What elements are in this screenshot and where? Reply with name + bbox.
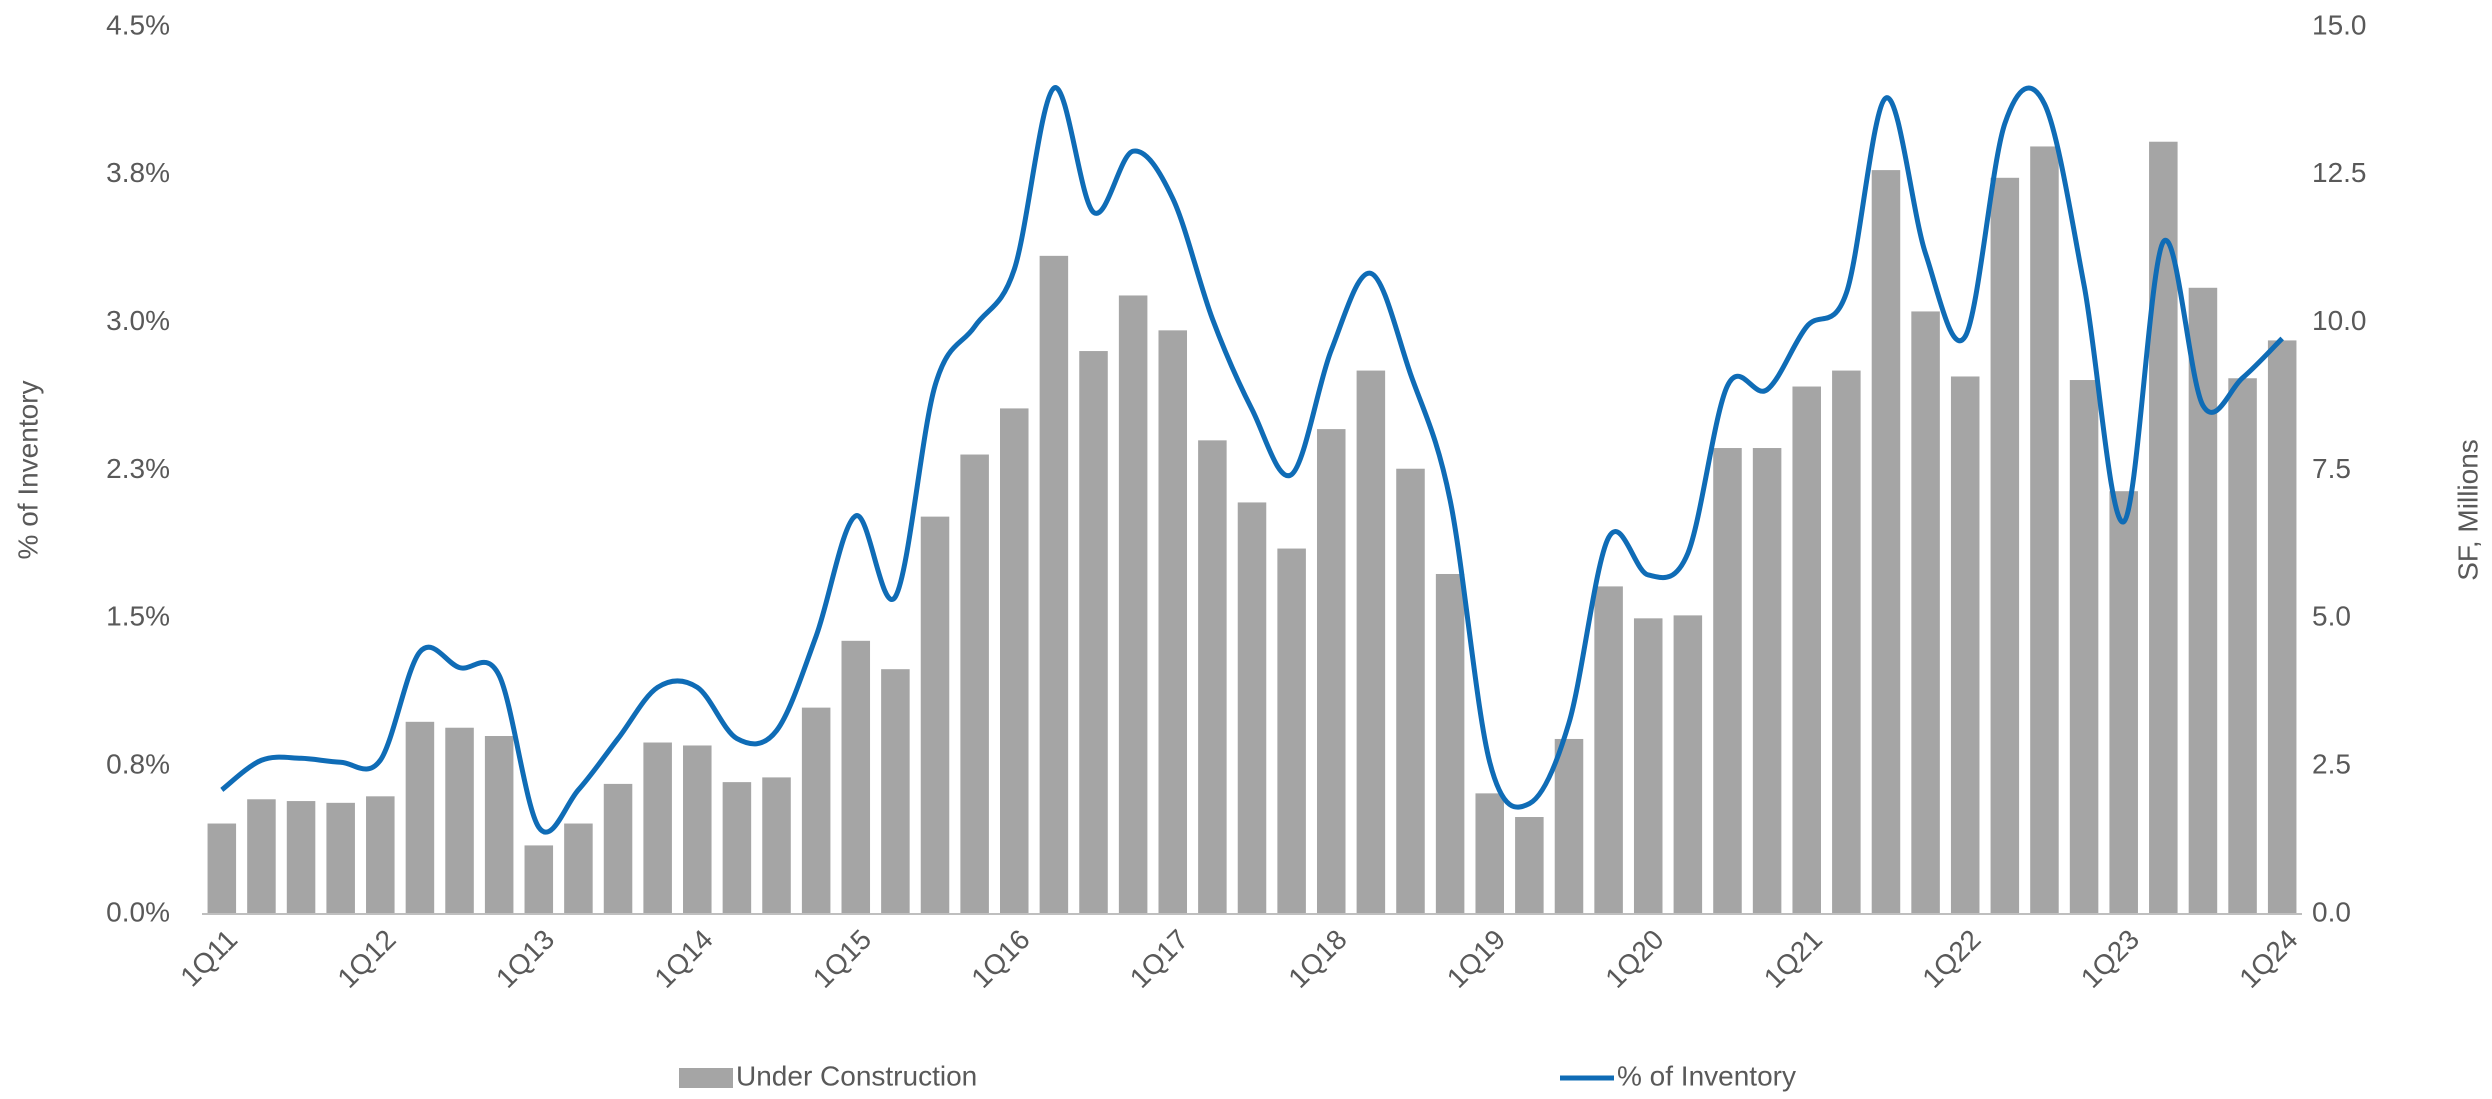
- bar: [1118, 295, 1148, 914]
- bar: [801, 707, 831, 914]
- bar: [1990, 177, 2020, 915]
- bar: [1911, 311, 1940, 914]
- bar: [1950, 376, 1980, 914]
- y-tick-label: 4.5%: [106, 9, 170, 40]
- bar: [247, 799, 276, 914]
- bar: [1039, 255, 1069, 914]
- bar: [1316, 429, 1346, 914]
- y2-tick-label: 12.5: [2312, 157, 2367, 188]
- bar: [445, 727, 474, 914]
- x-tick-label: 1Q11: [174, 924, 243, 993]
- x-tick-label: 1Q15: [807, 924, 877, 994]
- y-axis-title: % of Inventory: [12, 381, 43, 560]
- bar: [1277, 548, 1306, 914]
- bar: [1554, 738, 1584, 914]
- bar: [2188, 287, 2218, 914]
- bar: [841, 640, 871, 914]
- bar: [366, 796, 395, 914]
- bar: [1633, 618, 1663, 914]
- y2-tick-label: 0.0: [2312, 896, 2351, 927]
- bar: [1396, 468, 1425, 914]
- bar: [2109, 491, 2138, 914]
- bar: [1594, 586, 1623, 914]
- bar: [881, 669, 910, 914]
- x-tick-label: 1Q13: [490, 924, 560, 994]
- bar: [762, 777, 791, 914]
- bar: [2069, 380, 2099, 914]
- bar: [920, 516, 950, 914]
- legend-label: % of Inventory: [1617, 1060, 1796, 1091]
- x-tick-label: 1Q12: [331, 924, 401, 994]
- legend-swatch: [679, 1068, 733, 1088]
- bar: [960, 454, 989, 914]
- x-tick-label: 1Q20: [1599, 924, 1669, 994]
- bar: [2228, 378, 2257, 914]
- x-tick-label: 1Q24: [2233, 924, 2303, 994]
- bar: [2267, 340, 2297, 914]
- x-tick-label: 1Q21: [1758, 924, 1828, 994]
- bar: [1079, 351, 1108, 914]
- y2-tick-label: 10.0: [2312, 305, 2367, 336]
- bar: [1000, 408, 1029, 914]
- x-tick-label: 1Q22: [1916, 924, 1986, 994]
- y-tick-label: 3.0%: [106, 305, 170, 336]
- bar: [603, 783, 633, 914]
- bar: [1713, 448, 1742, 914]
- y2-tick-label: 7.5: [2312, 453, 2351, 484]
- y2-axis-title: SF, Millions: [2452, 439, 2483, 581]
- bar: [1158, 330, 1188, 914]
- bar: [1515, 817, 1544, 914]
- bar: [524, 845, 554, 914]
- bar: [1792, 386, 1821, 915]
- bar: [683, 745, 712, 914]
- bar: [2149, 141, 2178, 914]
- line: [220, 85, 2284, 835]
- y-tick-label: 2.3%: [106, 453, 170, 484]
- x-tick-label: 1Q14: [648, 924, 718, 994]
- x-tick-label: 1Q17: [1124, 924, 1194, 994]
- bar: [286, 801, 316, 914]
- bar: [1198, 440, 1227, 914]
- y2-tick-label: 5.0: [2312, 601, 2351, 632]
- bar: [1356, 370, 1386, 914]
- bar: [722, 782, 752, 914]
- bar: [405, 721, 435, 914]
- bar: [1752, 448, 1782, 914]
- x-tick-label: 1Q19: [1441, 924, 1511, 994]
- bar: [1673, 615, 1703, 914]
- y-tick-label: 0.0%: [106, 896, 170, 927]
- bar: [564, 823, 593, 914]
- y-tick-label: 1.5%: [106, 601, 170, 632]
- bar: [1832, 370, 1861, 914]
- bar: [1475, 793, 1504, 914]
- y2-tick-label: 2.5: [2312, 749, 2351, 780]
- legend-label: Under Construction: [736, 1060, 977, 1091]
- y2-tick-label: 15.0: [2312, 9, 2367, 40]
- bar: [1237, 502, 1267, 914]
- bar: [1871, 170, 1901, 914]
- bar: [326, 802, 355, 914]
- bar: [484, 736, 514, 914]
- bar: [2030, 146, 2059, 914]
- x-tick-label: 1Q18: [1282, 924, 1352, 994]
- bar: [643, 742, 672, 914]
- y-tick-label: 0.8%: [106, 749, 170, 780]
- bar: [207, 823, 237, 914]
- x-tick-label: 1Q23: [2075, 924, 2145, 994]
- y-tick-label: 3.8%: [106, 157, 170, 188]
- x-tick-label: 1Q16: [965, 924, 1035, 994]
- bar: [1435, 573, 1465, 914]
